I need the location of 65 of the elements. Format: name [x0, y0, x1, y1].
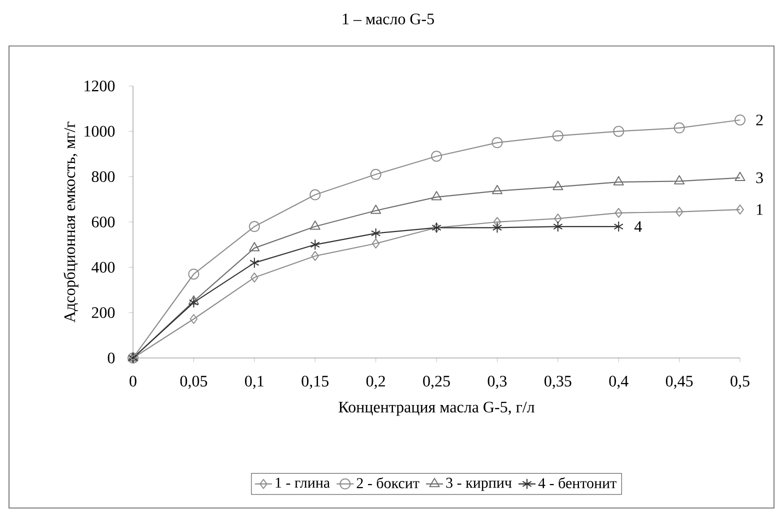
point: [311, 250, 319, 261]
point: [372, 238, 380, 249]
point: [310, 239, 320, 250]
point: [190, 314, 198, 324]
y-tick-label: 800: [92, 171, 115, 182]
point: [370, 204, 382, 214]
point: [552, 180, 564, 190]
point: [553, 221, 563, 232]
point: [250, 272, 258, 283]
point: [734, 114, 746, 126]
point: [249, 242, 260, 252]
annotation: 2: [756, 114, 763, 126]
point: [188, 268, 200, 280]
x-tick-label: 0,2: [366, 376, 385, 389]
y-axis-title: Адсорбционная емкость, мг/г: [64, 122, 78, 322]
x-tick-label: 0,35: [544, 376, 572, 389]
y-tick-label: 600: [92, 216, 115, 228]
point: [492, 222, 502, 234]
point: [250, 257, 260, 268]
legend-label: 2 - боксит: [356, 477, 420, 488]
legend-label: 4 - бентонит: [538, 477, 616, 488]
x-tick-label: 0,05: [180, 376, 208, 389]
x-tick-label: 0: [130, 376, 136, 387]
point: [734, 172, 746, 182]
point: [248, 221, 260, 232]
x-tick-label: 0,1: [245, 376, 264, 389]
x-tick-label: 0,15: [302, 376, 328, 389]
point: [554, 214, 562, 224]
y-tick-label: 1200: [84, 80, 115, 92]
y-tick-label: 1000: [84, 126, 115, 137]
point: [675, 206, 684, 217]
point: [674, 122, 685, 134]
x-tick-label: 0,25: [423, 376, 450, 389]
x-tick-label: 0,45: [666, 376, 693, 389]
point: [370, 168, 382, 180]
legend-label: 3 - кирпич: [446, 478, 512, 491]
point: [370, 228, 381, 239]
point: [613, 126, 624, 137]
point: [431, 150, 442, 162]
y-tick-label: 0: [108, 352, 115, 364]
point: [614, 221, 624, 232]
point: [492, 137, 503, 148]
point: [310, 220, 320, 230]
x-tick-label: 0,3: [488, 376, 507, 389]
point: [613, 176, 624, 186]
point: [674, 175, 685, 184]
point: [552, 130, 564, 142]
point: [736, 204, 744, 215]
x-tick-label: 0,4: [609, 376, 628, 389]
x-tick-label: 0,5: [730, 376, 750, 389]
point: [188, 296, 199, 308]
point: [188, 295, 199, 305]
x-axis-title: Концентрация масла G-5, г/л: [338, 402, 534, 416]
y-tick-label: 200: [92, 307, 115, 318]
annotation: 1: [756, 204, 763, 215]
y-tick-label: 400: [92, 262, 115, 273]
legend-label: 1 - глина: [276, 478, 330, 488]
point: [614, 208, 622, 218]
annotation: 4: [634, 221, 642, 232]
point: [493, 216, 502, 227]
point: [431, 191, 442, 200]
annotation: 3: [756, 172, 763, 184]
point: [492, 184, 502, 194]
chart-title: 1 – масло G-5: [342, 14, 434, 24]
point: [310, 189, 321, 200]
